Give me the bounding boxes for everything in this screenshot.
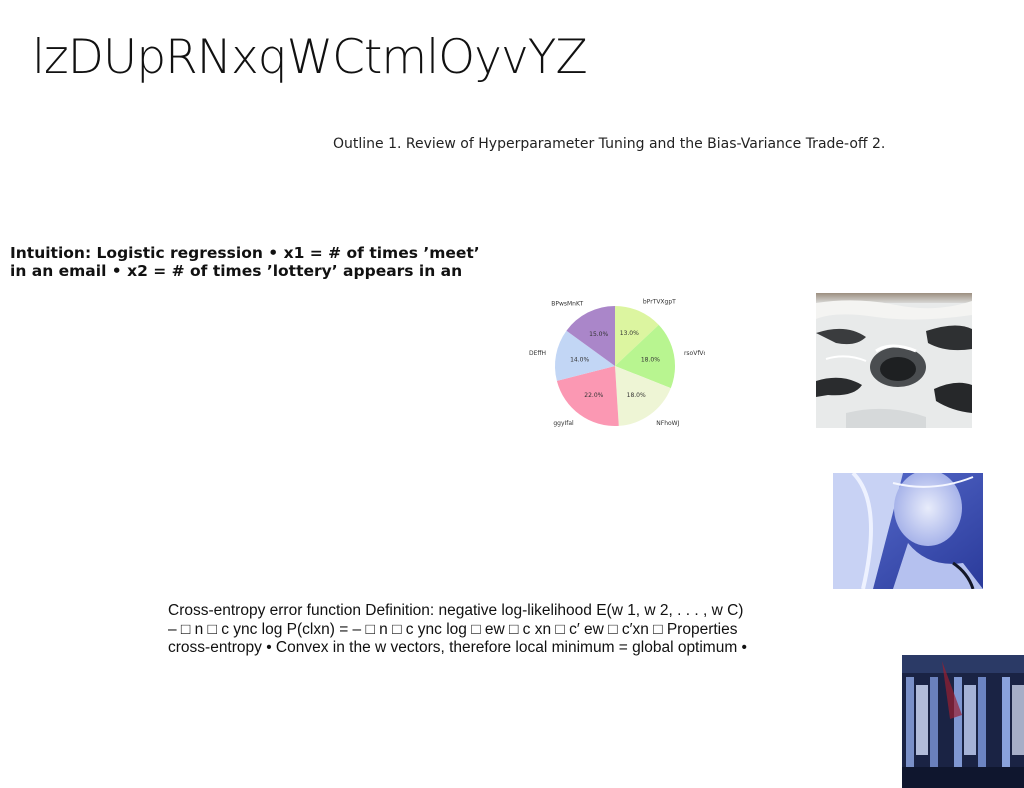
pie-slice-3 (556, 366, 619, 426)
pie-category-label-5: BPwsMnKT (551, 300, 583, 307)
pie-pct-label-1: 18.0% (641, 356, 660, 363)
pie-slice-2 (615, 366, 671, 426)
pie-category-label-3: ggyIfal (553, 420, 574, 427)
pie-pct-label-4: 14.0% (570, 356, 589, 363)
slide-title: lzDUpRNxqWCtmlOyvYZ (32, 30, 588, 85)
ocean-waves-photo (816, 293, 972, 428)
woman-portrait-photo (833, 473, 983, 589)
intuition-text: Intuition: Logistic regression • x1 = # … (10, 244, 510, 280)
cross-entropy-text: Cross-entropy error function Definition:… (168, 602, 778, 658)
pie-category-label-4: DEffH (529, 350, 546, 357)
pie-chart: 13.0% bPrTVXgpT 18.0% rsoVfVdnc 18.0% NFhoWJ 2… (525, 276, 705, 456)
intuition-line-2: in an email • x2 = # of times ’lottery’ … (10, 262, 463, 280)
hall-interior-photo (902, 655, 1024, 788)
pie-chart-svg: 13.0% bPrTVXgpT 18.0% rsoVfVdnc 18.0% NFhoWJ 2… (529, 299, 705, 427)
pie-slice-0 (615, 306, 659, 366)
outline-text: Outline 1. Review of Hyperparameter Tuni… (333, 136, 886, 152)
pie-slice-4 (555, 330, 615, 381)
pie-pct-label-5: 15.0% (589, 331, 608, 338)
cross-entropy-line-3: cross-entropy • Convex in the w vectors,… (168, 639, 747, 656)
pie-pct-label-2: 18.0% (627, 392, 646, 399)
intuition-line-1: Intuition: Logistic regression • x1 = # … (10, 244, 480, 262)
pie-category-label-1: rsoVfVdnc (684, 350, 705, 357)
cross-entropy-line-1: Cross-entropy error function Definition:… (168, 602, 744, 619)
pie-slice-1 (615, 324, 675, 389)
pie-pct-label-3: 22.0% (584, 392, 603, 399)
cross-entropy-line-2: – □ n □ c ync log P(clxn) = – □ n □ c yn… (168, 620, 738, 638)
pie-pct-label-0: 13.0% (620, 330, 639, 337)
pie-category-label-0: bPrTVXgpT (643, 299, 676, 306)
pie-slice-5 (566, 306, 615, 366)
pie-category-label-2: NFhoWJ (656, 420, 679, 427)
